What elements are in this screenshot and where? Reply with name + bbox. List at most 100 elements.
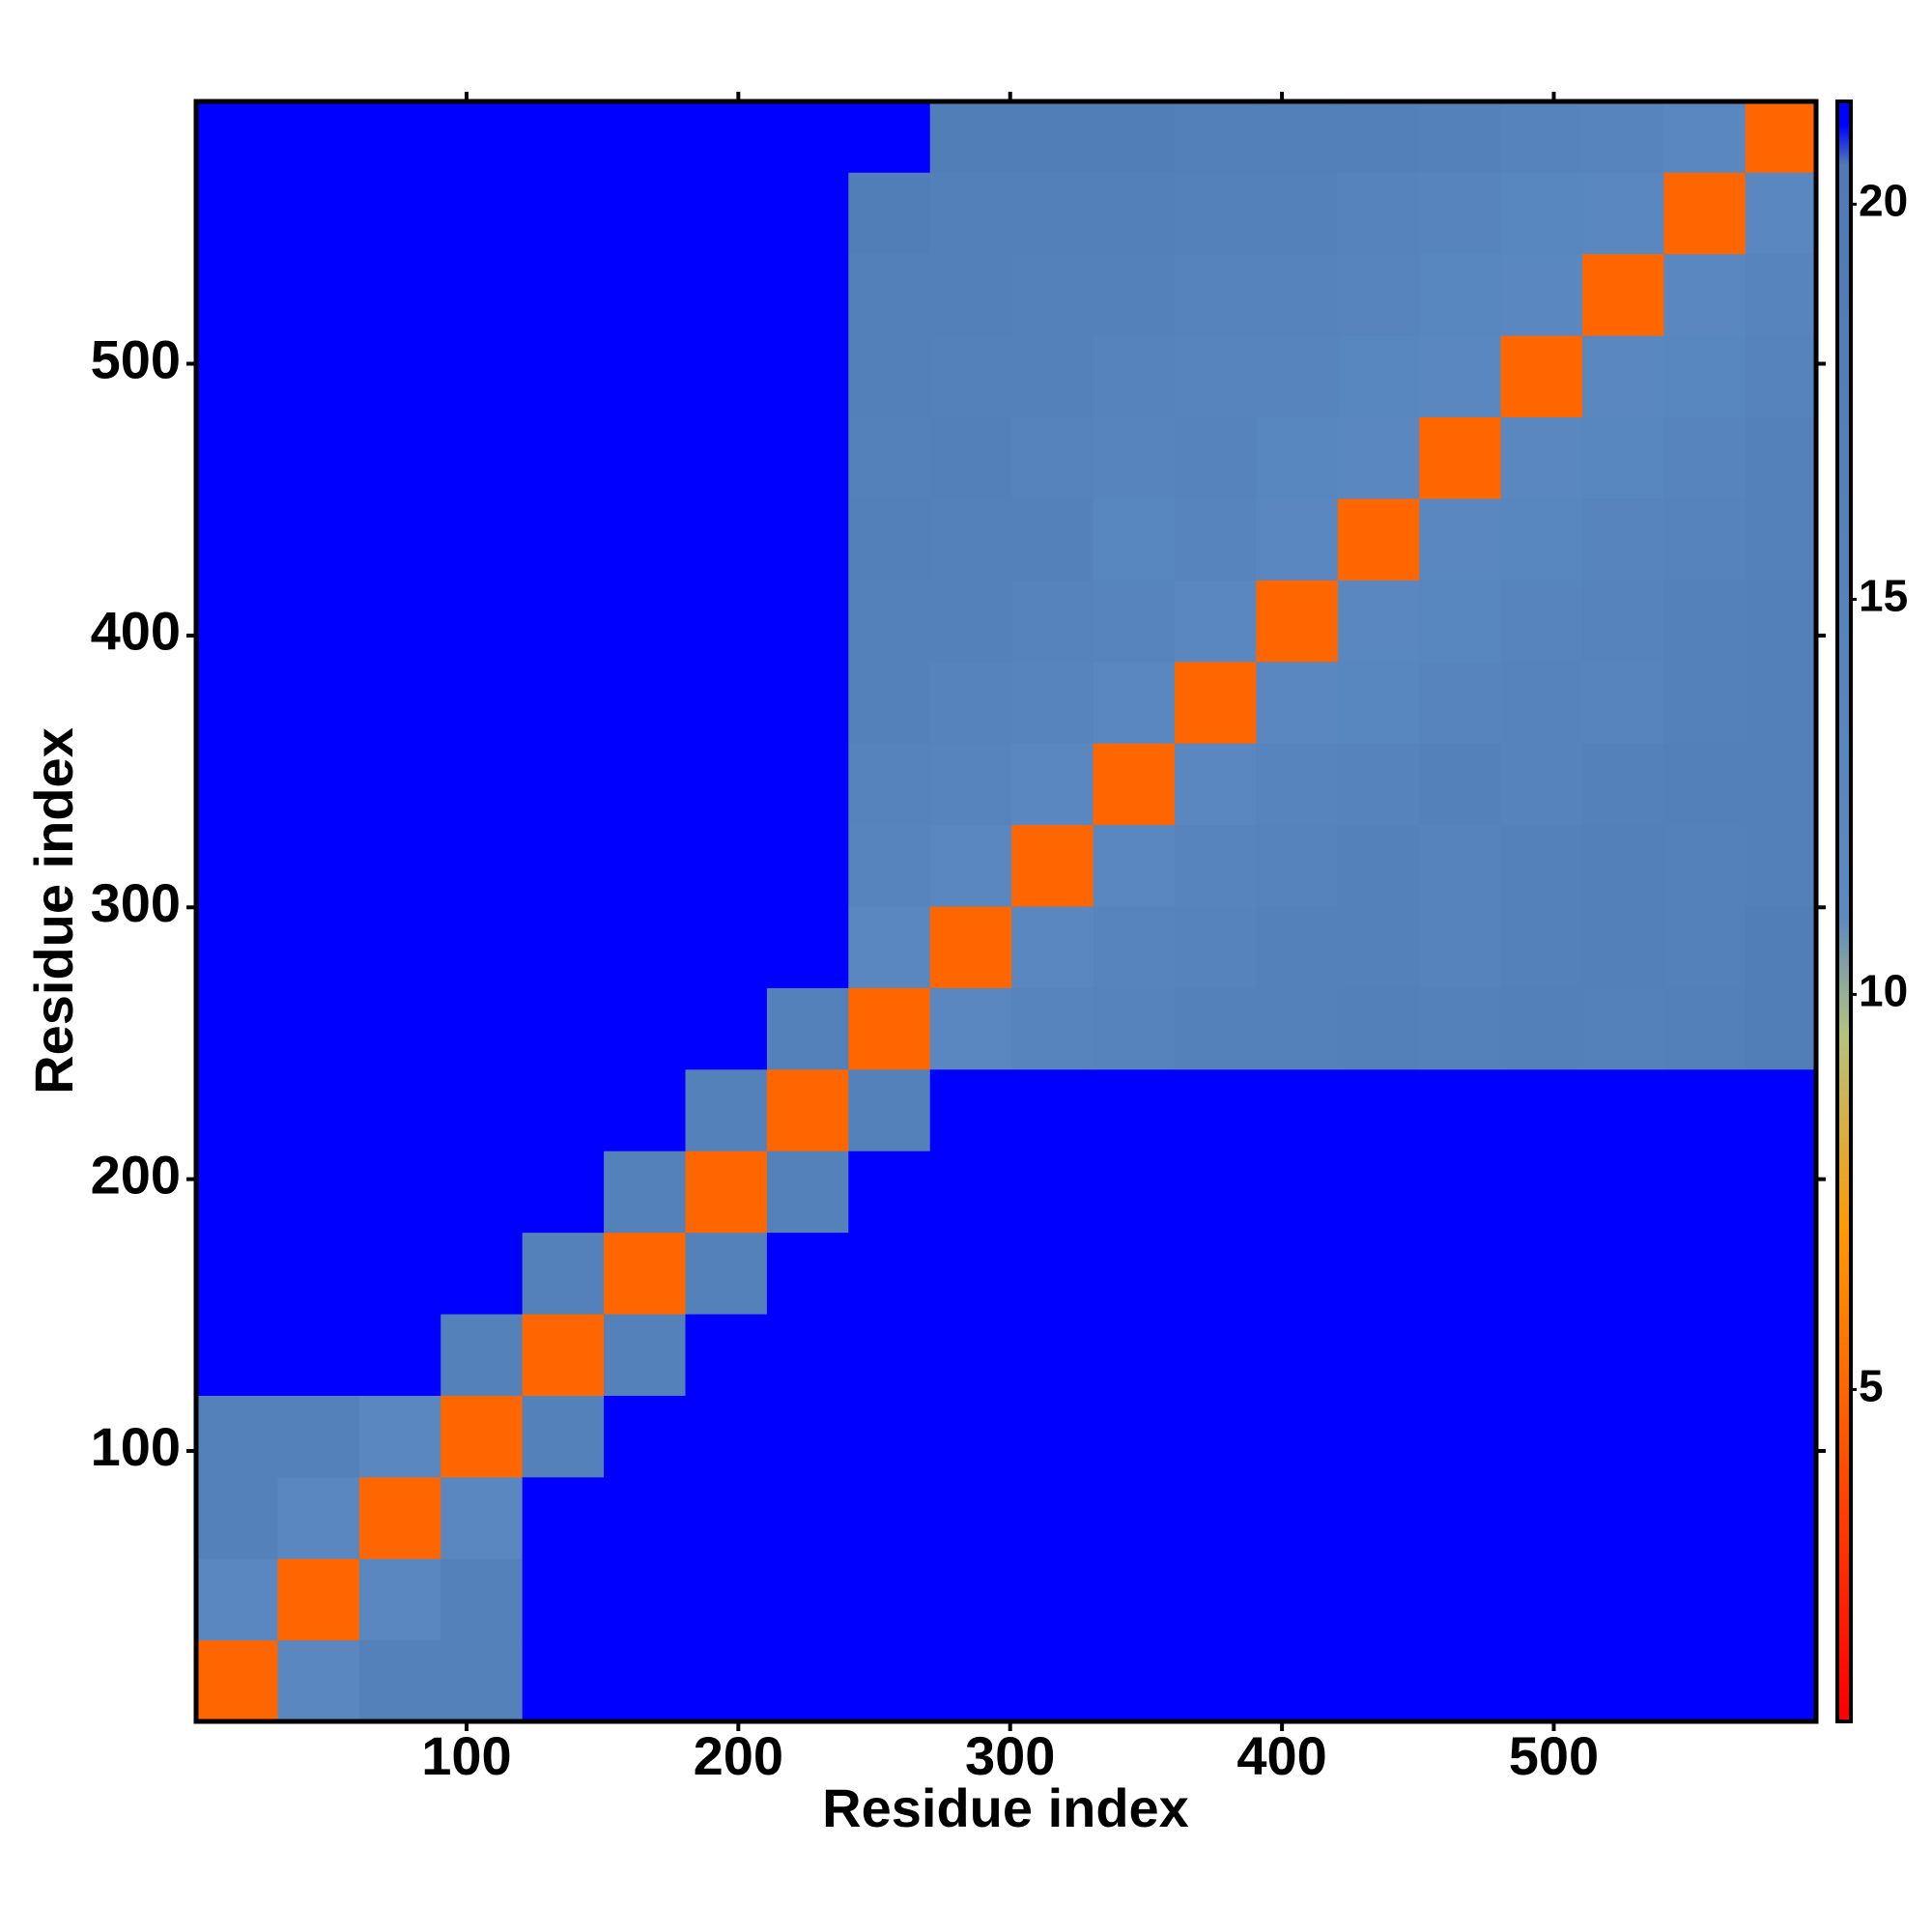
- heatmap-cell: [522, 101, 605, 173]
- heatmap-cell: [766, 1395, 849, 1478]
- heatmap-cell: [1011, 1476, 1094, 1559]
- heatmap-cell: [1419, 416, 1502, 499]
- heatmap-cell: [1582, 1151, 1665, 1234]
- heatmap-cell: [1256, 101, 1339, 173]
- heatmap-cell: [1093, 334, 1176, 417]
- heatmap-cell: [1011, 1068, 1094, 1151]
- heatmap-cell: [1500, 1395, 1583, 1478]
- heatmap-cell: [358, 987, 441, 1070]
- heatmap-cell: [1011, 1395, 1094, 1478]
- heatmap-cell: [358, 1068, 441, 1151]
- heatmap-cell: [1582, 497, 1665, 581]
- heatmap-cell: [1663, 1395, 1747, 1478]
- heatmap-cell: [1174, 1151, 1257, 1234]
- heatmap-cell: [766, 172, 849, 255]
- heatmap-cell: [522, 1476, 605, 1559]
- heatmap-cell: [358, 1313, 441, 1396]
- heatmap-cell: [277, 172, 360, 255]
- heatmap-cell: [1256, 172, 1339, 255]
- heatmap-cell: [1419, 1639, 1502, 1722]
- heatmap-cell: [1500, 1639, 1583, 1722]
- heatmap-cell: [685, 416, 768, 499]
- heatmap-cell: [685, 987, 768, 1070]
- heatmap-cell: [766, 1151, 849, 1234]
- heatmap-cell: [440, 172, 524, 255]
- heatmap-cell: [1256, 1151, 1339, 1234]
- heatmap-cell: [848, 1558, 931, 1641]
- heatmap-cell: [1663, 661, 1747, 744]
- heatmap-cell: [1093, 172, 1176, 255]
- heatmap-cell: [848, 416, 931, 499]
- heatmap-cell: [358, 253, 441, 336]
- heatmap-cell: [604, 172, 687, 255]
- heatmap-cell: [358, 1395, 441, 1478]
- heatmap-cell: [1500, 1313, 1583, 1396]
- heatmap-cell: [358, 1476, 441, 1559]
- heatmap-cell: [196, 334, 279, 417]
- heatmap-cell: [1419, 1558, 1502, 1641]
- heatmap-cell: [1419, 334, 1502, 417]
- heatmap-cell: [848, 905, 931, 988]
- heatmap-cell: [929, 743, 1012, 826]
- heatmap-cell: [929, 253, 1012, 336]
- heatmap-cell: [440, 824, 524, 907]
- heatmap-cell: [440, 1558, 524, 1641]
- heatmap-cell: [1337, 987, 1420, 1070]
- heatmap-cell: [1582, 824, 1665, 907]
- heatmap-cell: [440, 661, 524, 744]
- colorbar-tick-label: 5: [1859, 1361, 1884, 1411]
- heatmap-cell: [522, 253, 605, 336]
- heatmap-cell: [685, 334, 768, 417]
- heatmap-cell: [766, 580, 849, 663]
- heatmap-cell: [1500, 1558, 1583, 1641]
- heatmap-cell: [1174, 905, 1257, 988]
- heatmap-cell: [277, 101, 360, 173]
- heatmap-cell: [196, 905, 279, 988]
- heatmap-cell: [1093, 905, 1176, 988]
- heatmap-cell: [1663, 253, 1747, 336]
- heatmap-cell: [604, 1395, 687, 1478]
- heatmap-cell: [1663, 334, 1747, 417]
- heatmap-cell: [929, 1151, 1012, 1234]
- heatmap-cell: [1256, 1068, 1339, 1151]
- heatmap-cell: [1256, 661, 1339, 744]
- heatmap-cell: [929, 334, 1012, 417]
- heatmap-cell: [1500, 905, 1583, 988]
- heatmap-cell: [848, 497, 931, 581]
- heatmap-cell: [848, 334, 931, 417]
- heatmap-cell: [848, 661, 931, 744]
- heatmap-cell: [1582, 1068, 1665, 1151]
- heatmap-cell: [358, 1558, 441, 1641]
- heatmap-cell: [1256, 1476, 1339, 1559]
- heatmap-cell: [848, 987, 931, 1070]
- heatmap-cell: [1500, 497, 1583, 581]
- heatmap-cell: [358, 905, 441, 988]
- heatmap-cell: [1663, 1313, 1747, 1396]
- heatmap-cell: [1745, 580, 1817, 663]
- heatmap-cell: [1419, 905, 1502, 988]
- heatmap-cell: [277, 1313, 360, 1396]
- heatmap-cell: [1337, 824, 1420, 907]
- heatmap-cell: [358, 1151, 441, 1234]
- heatmap-cell: [1745, 416, 1817, 499]
- heatmap-cell: [1093, 1395, 1176, 1478]
- heatmap-cell: [1500, 661, 1583, 744]
- heatmap-cell: [1500, 987, 1583, 1070]
- heatmap-cell: [685, 824, 768, 907]
- heatmap-cell: [1419, 172, 1502, 255]
- heatmap-cell: [766, 101, 849, 173]
- heatmap-cell: [1500, 334, 1583, 417]
- heatmap-cell: [277, 334, 360, 417]
- heatmap-cell: [196, 1068, 279, 1151]
- heatmap-cell: [358, 172, 441, 255]
- heatmap-cell: [522, 1395, 605, 1478]
- heatmap-cell: [1093, 743, 1176, 826]
- heatmap-cell: [604, 101, 687, 173]
- heatmap-cell: [685, 661, 768, 744]
- heatmap-cell: [1500, 172, 1583, 255]
- heatmap-cell: [766, 743, 849, 826]
- heatmap-cell: [440, 416, 524, 499]
- heatmap-cell: [1011, 497, 1094, 581]
- heatmap-cell: [1500, 580, 1583, 663]
- heatmap-cell: [929, 1558, 1012, 1641]
